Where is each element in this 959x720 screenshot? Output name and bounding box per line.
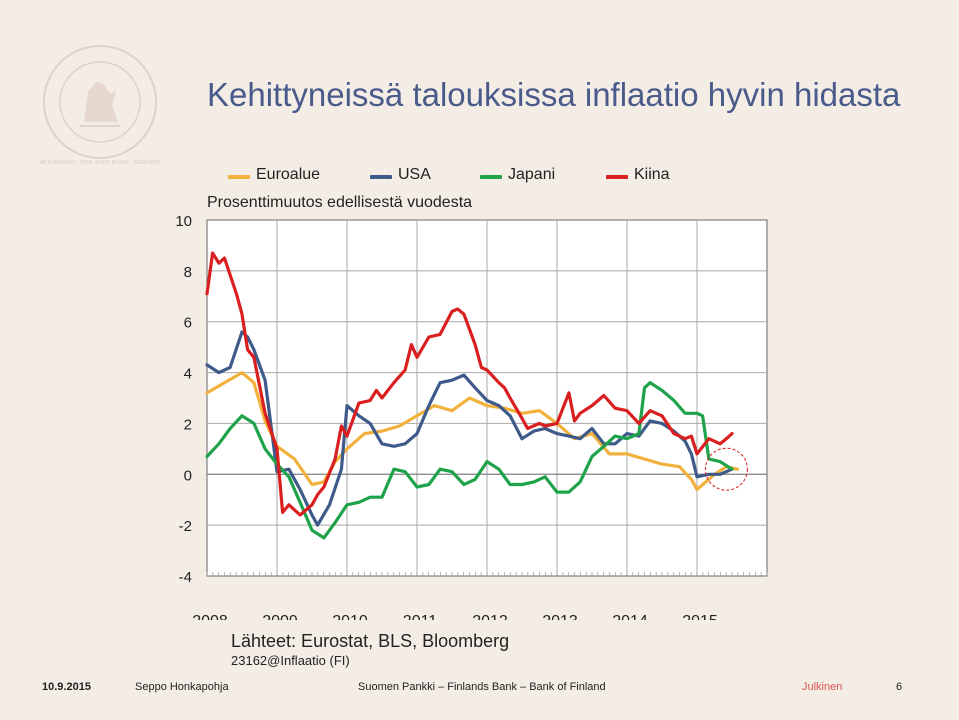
series-line-euroalue	[205, 371, 740, 492]
chart-code: 23162@Inflaatio (FI)	[231, 653, 350, 668]
legend-swatch-japan	[480, 175, 502, 179]
x-tick-label: 2012	[472, 613, 508, 620]
legend-swatch-china	[606, 175, 628, 179]
footer-page-number: 6	[896, 681, 903, 693]
legend-label-usa: USA	[398, 166, 431, 183]
source-note: Lähteet: Eurostat, BLS, Bloomberg	[231, 631, 510, 651]
x-tick-label: 2015	[682, 613, 718, 620]
footer-organization: Suomen Pankki – Finlands Bank – Bank of …	[358, 681, 606, 693]
y-tick-label: 6	[184, 315, 192, 332]
x-tick-label: 2008	[192, 613, 228, 620]
logo-text: SUOMEN PANKKI · FINLANDS BANK · EUROSYST…	[40, 160, 160, 166]
footer-classification: Julkinen	[802, 681, 843, 693]
series-line-japani	[205, 381, 734, 540]
bank-of-finland-logo: SUOMEN PANKKI · FINLANDS BANK · EUROSYST…	[26, 40, 174, 175]
legend-label-china: Kiina	[634, 166, 670, 183]
y-tick-label: 8	[184, 264, 192, 281]
y-tick-label: -4	[179, 569, 192, 586]
y-tick-label: 4	[184, 366, 192, 383]
y-tick-label: 10	[175, 213, 192, 230]
latest-data-highlight-circle	[704, 447, 748, 491]
x-tick-label: 2010	[332, 613, 368, 620]
y-tick-label: 2	[184, 416, 192, 433]
legend-label-japan: Japani	[508, 166, 556, 183]
x-tick-label: 2011	[403, 613, 438, 620]
series-line-kiina	[205, 251, 734, 517]
x-tick-label: 2014	[612, 613, 648, 620]
legend-label-euro: Euroalue	[256, 166, 321, 183]
footer-author: Seppo Honkapohja	[135, 681, 229, 693]
legend-swatch-euro	[228, 175, 250, 179]
legend-swatch-usa	[370, 175, 392, 179]
chart-subtitle: Prosenttimuutos edellisestä vuodesta	[207, 194, 473, 211]
inflation-chart: 10 8 6 4 2 0 -2 -4 2008 2009 2010 2011 2012 2013 2014 2…	[175, 213, 768, 620]
bank-seal-icon: SUOMEN PANKKI · FINLANDS BANK · EUROSYST…	[26, 45, 174, 166]
y-tick-label: -2	[179, 518, 192, 535]
x-tick-label: 2009	[262, 613, 298, 620]
footer-date: 10.9.2015	[42, 681, 91, 693]
y-tick-label: 0	[184, 467, 192, 484]
series-line-usa	[205, 330, 734, 527]
page-title: Kehittyneissä talouksissa inflaatio hyvi…	[207, 76, 901, 113]
x-tick-label: 2013	[542, 613, 578, 620]
